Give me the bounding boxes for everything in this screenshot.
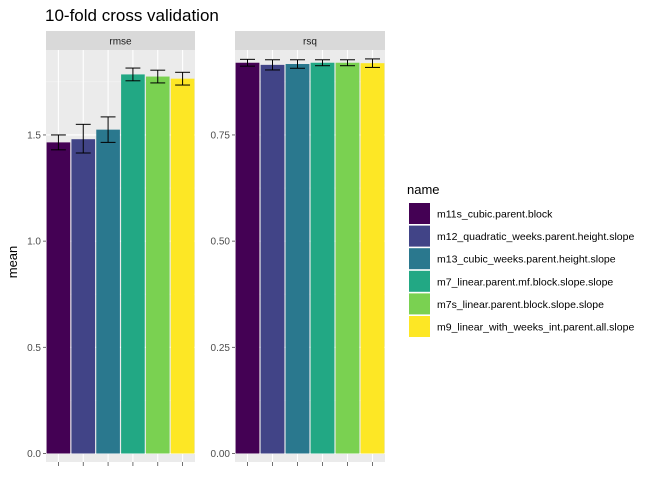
panel-rmse: rmse 0.0 0.5 1.0 1.5 [27,31,195,466]
legend-swatch [409,248,430,270]
y-tick-label: 0.0 [27,449,41,460]
bar-rsq-4 [310,62,335,454]
facet-strip [235,31,385,50]
error-bar [340,59,355,67]
y-tick-label: 1.0 [27,237,41,248]
legend-item: m7s_linear.parent.block.slope.slope [409,293,604,315]
error-bar [315,59,330,67]
legend-label: m13_cubic_weeks.parent.height.slope [437,254,616,266]
facet-panels: rmse 0.0 0.5 1.0 1.5 rsq 0.00 0.25 0.50 0.75 [27,31,385,466]
legend-item: m11s_cubic.parent.block [409,203,553,224]
error-bar [265,59,280,71]
chart-title: 10-fold cross validation [45,6,219,25]
y-tick-label: 0.75 [211,130,231,141]
legend-label: m7s_linear.parent.block.slope.slope [437,299,604,311]
legend-label: m9_linear_with_weeks_int.parent.all.slop… [437,322,634,334]
legend-label: m7_linear.parent.mf.block.slope.slope [437,276,613,288]
error-bar [240,58,255,67]
legend-swatch [409,293,430,315]
legend-swatch [409,203,430,224]
facet-strip-label: rmse [109,37,132,48]
legend: name m11s_cubic.parent.block m12_quadrati… [407,182,634,337]
legend-swatch [409,316,430,337]
error-bar [175,71,191,86]
y-tick-label: 1.5 [27,130,41,141]
legend-swatch [409,225,430,247]
bar-rmse-1 [46,142,71,454]
legend-title: name [407,182,440,197]
bar-rsq-2 [260,64,285,454]
legend-label: m11s_cubic.parent.block [437,209,553,221]
panel-background [235,50,385,462]
legend-items: m11s_cubic.parent.block m12_quadratic_wee… [409,203,634,337]
bar-rmse-3 [96,129,120,454]
y-tick-label: 0.00 [211,449,231,460]
legend-label: m12_quadratic_weeks.parent.height.slope [437,231,634,243]
error-bar [75,123,91,154]
legend-item: m12_quadratic_weeks.parent.height.slope [409,225,634,247]
panel-background [46,50,195,462]
bar-rsq-6 [360,63,385,454]
bar-rmse-5 [145,76,170,454]
bar-rmse-4 [121,74,145,454]
y-tick-label: 0.50 [211,237,231,248]
y-tick-label: 0.5 [27,343,41,354]
bar-rsq-5 [335,62,360,454]
bar-rsq-3 [285,64,310,454]
bar-rsq-1 [235,62,260,454]
error-bar [365,58,380,68]
bar-rmse-2 [71,139,96,454]
legend-item: m9_linear_with_weeks_int.parent.all.slop… [409,316,634,337]
legend-item: m13_cubic_weeks.parent.height.slope [409,248,616,270]
error-bar [290,59,305,69]
error-bar [100,116,116,143]
error-bar [125,67,141,82]
facet-strip [46,31,195,50]
legend-item: m7_linear.parent.mf.block.slope.slope [409,270,613,292]
bar-rmse-6 [170,78,195,454]
y-tick-label: 0.25 [211,343,231,354]
legend-swatch [409,270,430,292]
facet-strip-label: rsq [303,37,317,48]
y-axis-title: mean [5,246,20,279]
error-bar [50,134,66,151]
panel-rsq: rsq 0.00 0.25 0.50 0.75 [211,31,385,466]
error-bar [150,69,166,84]
